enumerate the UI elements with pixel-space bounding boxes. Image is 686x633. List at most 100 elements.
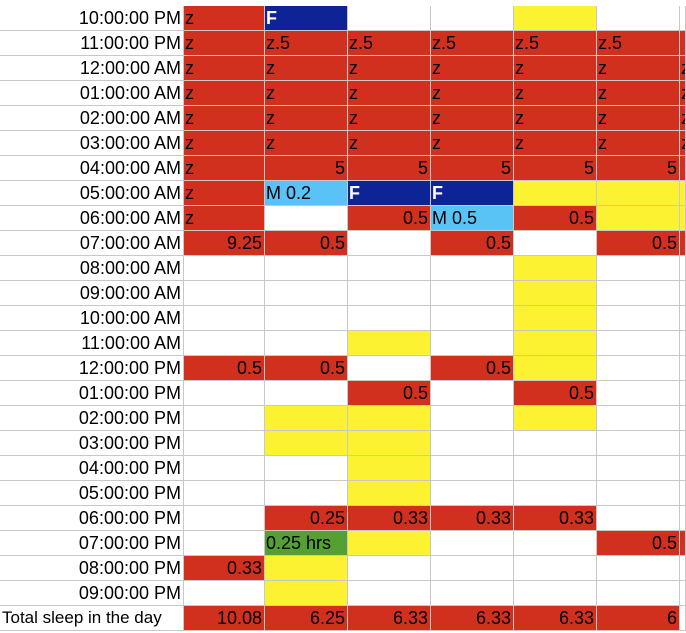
row-label-cell[interactable]: 06:00:00 AM <box>0 206 184 231</box>
data-cell[interactable]: 0.25 hrs <box>265 531 348 556</box>
data-cell[interactable] <box>597 431 680 456</box>
data-cell[interactable] <box>184 406 265 431</box>
data-cell[interactable]: 0.5 <box>265 356 348 381</box>
data-cell[interactable] <box>431 481 514 506</box>
data-cell[interactable] <box>597 331 680 356</box>
data-cell[interactable] <box>348 581 431 606</box>
data-cell[interactable] <box>514 281 597 306</box>
data-cell[interactable]: z <box>184 156 265 181</box>
data-cell[interactable] <box>265 381 348 406</box>
data-cell[interactable]: z.5 <box>431 31 514 56</box>
data-cell[interactable] <box>431 281 514 306</box>
data-cell[interactable] <box>265 556 348 581</box>
partial-edge-cell[interactable] <box>680 156 686 181</box>
row-label-cell[interactable]: 07:00:00 AM <box>0 231 184 256</box>
data-cell[interactable] <box>514 481 597 506</box>
data-cell[interactable] <box>514 356 597 381</box>
data-cell[interactable] <box>514 306 597 331</box>
data-cell[interactable] <box>431 331 514 356</box>
data-cell[interactable]: z <box>431 106 514 131</box>
partial-edge-cell[interactable] <box>680 356 686 381</box>
row-label-cell[interactable]: 10:00:00 AM <box>0 306 184 331</box>
data-cell[interactable]: z.5 <box>348 31 431 56</box>
data-cell[interactable] <box>265 256 348 281</box>
data-cell[interactable] <box>431 556 514 581</box>
data-cell[interactable] <box>597 256 680 281</box>
row-label-cell[interactable]: 03:00:00 AM <box>0 131 184 156</box>
data-cell[interactable] <box>597 481 680 506</box>
data-cell[interactable] <box>184 506 265 531</box>
data-cell[interactable] <box>514 581 597 606</box>
data-cell[interactable] <box>431 381 514 406</box>
data-cell[interactable] <box>597 581 680 606</box>
data-cell[interactable] <box>265 281 348 306</box>
data-cell[interactable]: z <box>184 206 265 231</box>
data-cell[interactable]: z <box>514 56 597 81</box>
data-cell[interactable]: z <box>184 181 265 206</box>
data-cell[interactable] <box>514 556 597 581</box>
data-cell[interactable]: z <box>265 56 348 81</box>
row-label-cell[interactable]: 02:00:00 AM <box>0 106 184 131</box>
data-cell[interactable]: z <box>597 131 680 156</box>
row-label-cell[interactable]: 11:00:00 AM <box>0 331 184 356</box>
row-label-cell[interactable]: 04:00:00 PM <box>0 456 184 481</box>
data-cell[interactable]: z <box>184 81 265 106</box>
data-cell[interactable] <box>184 456 265 481</box>
partial-edge-cell[interactable] <box>680 506 686 531</box>
data-cell[interactable]: 0.33 <box>514 506 597 531</box>
partial-edge-cell[interactable] <box>680 406 686 431</box>
data-cell[interactable]: 6.33 <box>348 606 431 631</box>
row-label-cell[interactable]: 07:00:00 PM <box>0 531 184 556</box>
data-cell[interactable]: 6 <box>597 606 680 631</box>
partial-edge-cell[interactable] <box>680 606 686 631</box>
data-cell[interactable] <box>431 6 514 31</box>
partial-edge-cell[interactable] <box>680 331 686 356</box>
data-cell[interactable]: 5 <box>431 156 514 181</box>
data-cell[interactable]: z <box>265 106 348 131</box>
data-cell[interactable] <box>348 306 431 331</box>
data-cell[interactable] <box>265 306 348 331</box>
data-cell[interactable] <box>184 481 265 506</box>
partial-edge-cell[interactable] <box>680 581 686 606</box>
data-cell[interactable]: z <box>431 56 514 81</box>
data-cell[interactable]: 0.5 <box>431 231 514 256</box>
data-cell[interactable] <box>597 181 680 206</box>
data-cell[interactable]: F <box>265 6 348 31</box>
data-cell[interactable]: z <box>348 81 431 106</box>
partial-edge-cell[interactable] <box>680 481 686 506</box>
data-cell[interactable]: 6.25 <box>265 606 348 631</box>
data-cell[interactable] <box>348 356 431 381</box>
data-cell[interactable] <box>597 406 680 431</box>
data-cell[interactable] <box>184 256 265 281</box>
data-cell[interactable] <box>597 556 680 581</box>
data-cell[interactable]: 5 <box>265 156 348 181</box>
data-cell[interactable] <box>348 556 431 581</box>
data-cell[interactable]: z <box>597 56 680 81</box>
data-cell[interactable] <box>265 331 348 356</box>
row-label-cell[interactable]: 08:00:00 PM <box>0 556 184 581</box>
data-cell[interactable]: F <box>348 181 431 206</box>
partial-edge-cell[interactable] <box>680 381 686 406</box>
data-cell[interactable] <box>348 231 431 256</box>
data-cell[interactable]: z <box>597 106 680 131</box>
data-cell[interactable] <box>431 431 514 456</box>
data-cell[interactable]: 0.5 <box>514 381 597 406</box>
data-cell[interactable]: 0.25 <box>265 506 348 531</box>
data-cell[interactable]: z <box>514 81 597 106</box>
data-cell[interactable]: 5 <box>514 156 597 181</box>
row-label-cell[interactable]: 09:00:00 PM <box>0 581 184 606</box>
data-cell[interactable] <box>597 306 680 331</box>
data-cell[interactable]: z <box>184 131 265 156</box>
data-cell[interactable]: z <box>265 131 348 156</box>
partial-edge-cell[interactable] <box>680 231 686 256</box>
data-cell[interactable] <box>265 581 348 606</box>
data-cell[interactable]: 0.5 <box>348 381 431 406</box>
row-label-cell[interactable]: 06:00:00 PM <box>0 506 184 531</box>
data-cell[interactable] <box>514 256 597 281</box>
data-cell[interactable] <box>514 231 597 256</box>
data-cell[interactable] <box>597 381 680 406</box>
row-label-cell[interactable]: 11:00:00 PM <box>0 31 184 56</box>
data-cell[interactable]: z <box>184 56 265 81</box>
partial-edge-cell[interactable] <box>680 256 686 281</box>
partial-edge-cell[interactable]: z <box>680 81 686 106</box>
